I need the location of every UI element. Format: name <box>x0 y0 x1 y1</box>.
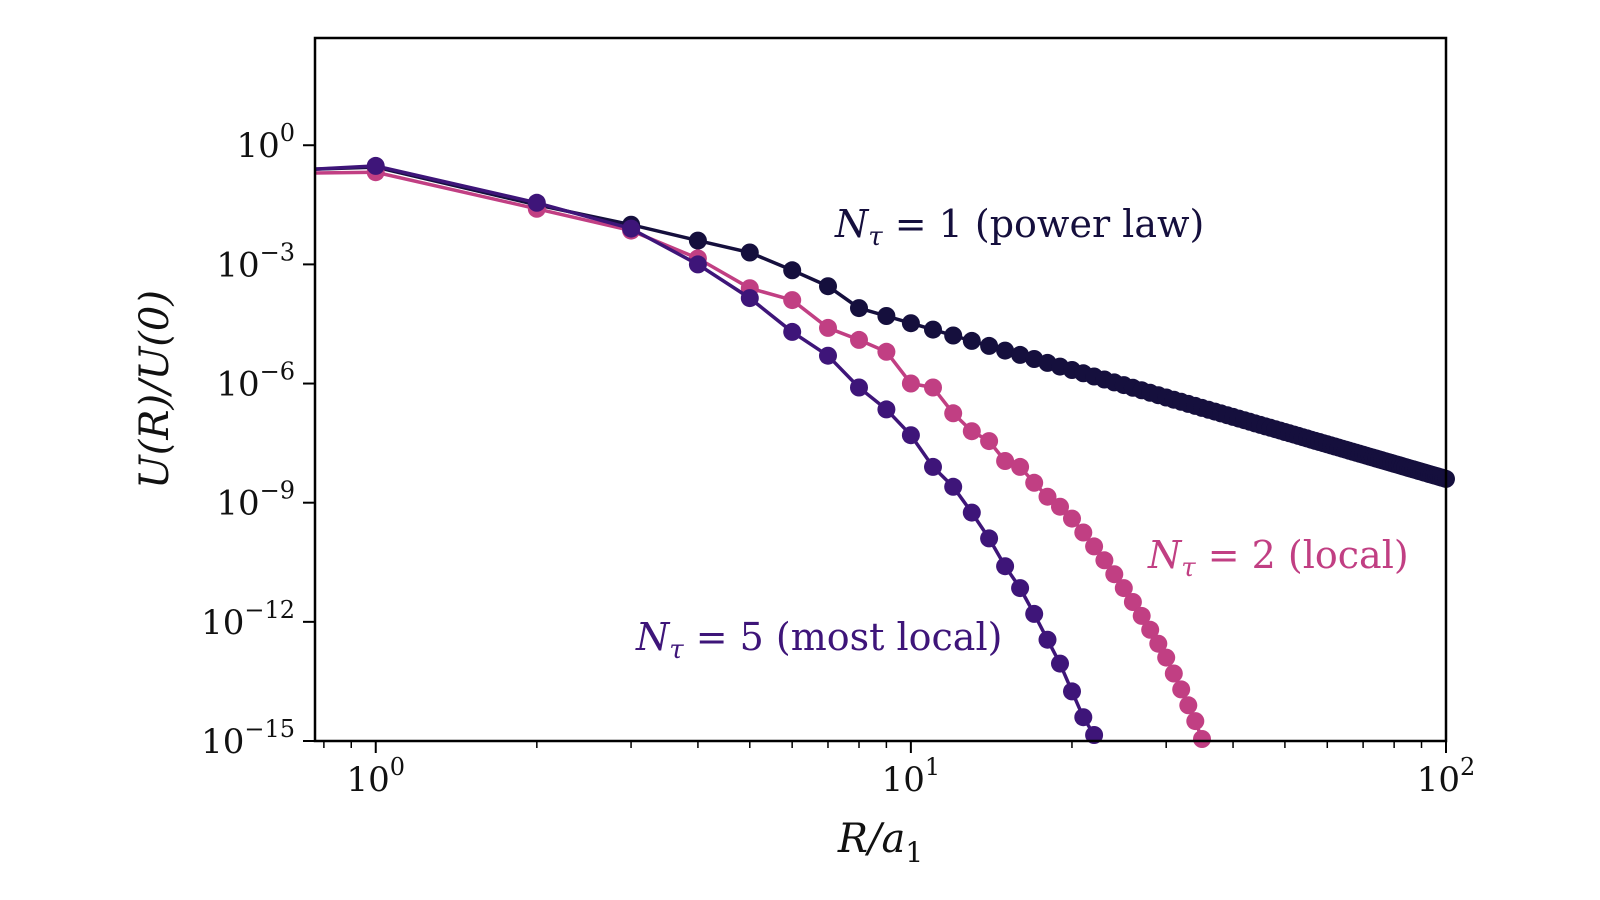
data-point <box>1114 579 1133 598</box>
data-point <box>980 432 999 451</box>
data-point <box>1011 579 1030 598</box>
data-point <box>740 289 759 308</box>
data-point <box>944 326 963 345</box>
data-point <box>622 219 641 238</box>
data-point <box>1123 593 1142 611</box>
data-point <box>980 336 999 355</box>
data-point <box>1011 457 1030 476</box>
y-tick-label: 10−3 <box>216 238 295 285</box>
data-point <box>783 261 802 280</box>
data-point <box>877 307 896 325</box>
data-point <box>1051 497 1069 516</box>
y-tick-label: 10−15 <box>201 715 295 762</box>
data-point <box>1011 345 1030 364</box>
data-point <box>1193 730 1211 748</box>
data-point <box>944 404 963 423</box>
data-point <box>1172 680 1191 699</box>
data-point <box>924 378 942 397</box>
data-point <box>1063 509 1081 528</box>
y-tick-label: 10−6 <box>216 358 295 405</box>
data-point <box>1157 648 1176 667</box>
x-tick-label: 102 <box>1417 753 1476 800</box>
data-point <box>877 342 896 361</box>
series-label-most-local: Nτ = 5 (most local) <box>635 615 1002 665</box>
data-point <box>901 426 920 445</box>
data-point <box>1038 630 1057 649</box>
axis-ticks: 100 101 102 100 10−3 10−6 10−9 10−12 10−15 <box>201 119 1475 800</box>
data-point <box>962 331 981 350</box>
data-point <box>850 299 868 318</box>
data-point <box>901 314 920 333</box>
data-point <box>924 320 942 339</box>
data-point <box>1149 634 1168 653</box>
y-tick-label: 10−9 <box>216 477 295 524</box>
data-point <box>819 277 837 296</box>
data-point <box>688 231 707 250</box>
data-point <box>924 457 942 476</box>
data-point <box>1132 606 1151 625</box>
data-point <box>740 243 759 262</box>
data-point <box>1074 708 1093 727</box>
series-label-power-law: Nτ = 1 (power law) <box>834 202 1204 252</box>
data-point <box>1164 664 1183 683</box>
series-2 <box>314 156 1104 744</box>
data-point <box>688 255 707 274</box>
data-point <box>1141 620 1160 639</box>
data-point <box>901 374 920 393</box>
series-1 <box>314 163 1211 748</box>
data-point <box>944 477 963 496</box>
data-point <box>527 193 546 212</box>
data-point <box>366 156 385 175</box>
data-point <box>850 330 868 349</box>
data-point <box>1085 537 1104 556</box>
data-point <box>877 400 896 419</box>
x-axis-label: R/a1 <box>837 816 923 869</box>
plot-frame <box>313 36 1448 743</box>
data-point <box>819 318 837 337</box>
x-tick-label: 101 <box>882 753 941 800</box>
data-point <box>1186 712 1205 731</box>
data-point <box>1085 726 1104 744</box>
data-point <box>1074 523 1093 542</box>
y-axis-label: U(R)/U(0) <box>132 290 178 489</box>
y-tick-label: 10−12 <box>201 596 295 643</box>
data-point <box>962 422 981 441</box>
series-layer <box>314 156 1455 748</box>
y-tick-label: 100 <box>236 119 295 166</box>
data-point <box>1105 565 1124 584</box>
data-point <box>996 452 1015 470</box>
data-point <box>996 341 1015 360</box>
data-point <box>783 322 802 341</box>
data-point <box>962 503 981 522</box>
data-point <box>1051 654 1069 673</box>
data-point <box>783 291 802 310</box>
data-point <box>1025 473 1044 492</box>
data-point <box>850 378 868 397</box>
series-label-local: Nτ = 2 (local) <box>1147 533 1409 583</box>
data-point <box>1025 604 1044 623</box>
data-point <box>996 557 1015 576</box>
series-0 <box>314 158 1455 488</box>
data-point <box>1038 487 1057 506</box>
data-point <box>1063 682 1081 701</box>
data-point <box>819 346 837 365</box>
data-point <box>1179 696 1198 715</box>
data-point <box>1095 551 1114 570</box>
data-point <box>980 529 999 548</box>
x-tick-label: 100 <box>346 753 405 800</box>
